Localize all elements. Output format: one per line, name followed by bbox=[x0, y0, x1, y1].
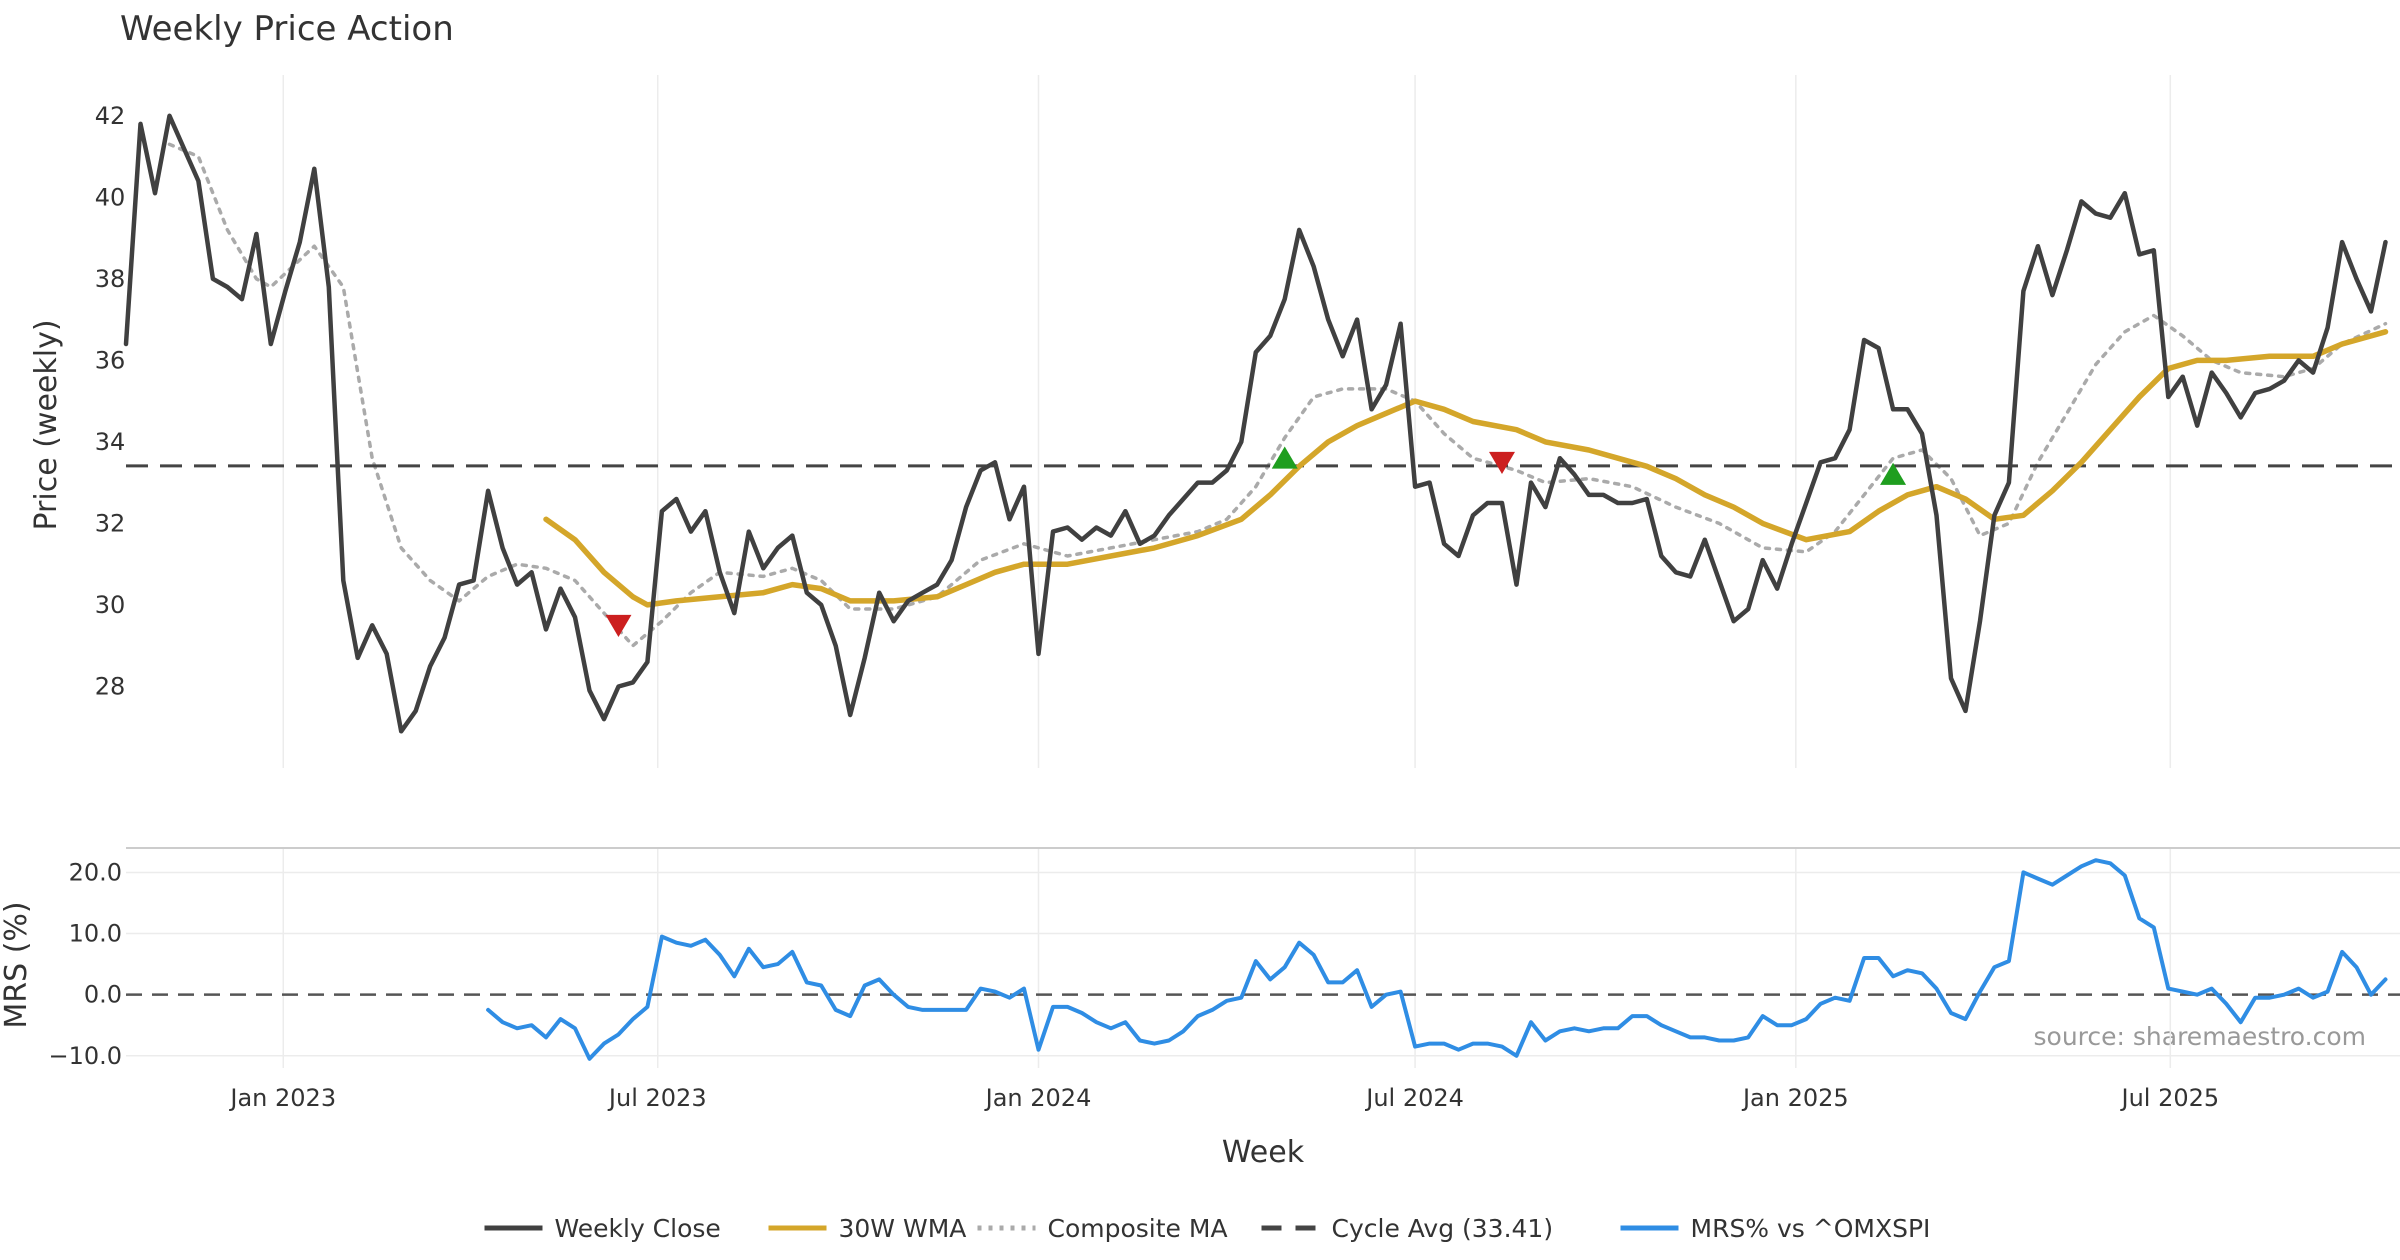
price-y-tick-label: 32 bbox=[95, 509, 126, 537]
x-axis-label: Week bbox=[1222, 1135, 1305, 1170]
mrs-y-tick-label: 0.0 bbox=[84, 981, 122, 1009]
legend-label-weekly-close: Weekly Close bbox=[555, 1214, 721, 1243]
price-y-tick-label: 36 bbox=[95, 346, 126, 374]
mrs-panel: −10.0 0.0 10.0 20.0 bbox=[48, 847, 2400, 1070]
mrs-y-tick-label: 20.0 bbox=[69, 858, 122, 886]
price-y-tick-label: 34 bbox=[95, 428, 126, 456]
mrs-y-tick-label: 10.0 bbox=[69, 920, 122, 948]
price-y-tick-label: 28 bbox=[95, 672, 126, 700]
price-panel: 28 30 32 34 36 38 40 42 bbox=[95, 102, 2400, 734]
legend-label-cycle-avg-33-41: Cycle Avg (33.41) bbox=[1332, 1214, 1554, 1243]
buy-signal-marker bbox=[1880, 462, 1907, 485]
legend-label-composite-ma: Composite MA bbox=[1048, 1214, 1228, 1243]
x-tick-label: Jan 2025 bbox=[1741, 1084, 1849, 1112]
price-y-tick-label: 42 bbox=[95, 102, 126, 130]
legend-label-30w-wma: 30W WMA bbox=[839, 1214, 967, 1243]
weekly-close-line bbox=[123, 113, 2388, 734]
price-y-tick-label: 30 bbox=[95, 591, 126, 619]
x-tick-label: Jan 2024 bbox=[984, 1084, 1092, 1112]
mrs-series-line bbox=[486, 858, 2388, 1061]
chart-title: Weekly Price Action bbox=[120, 9, 454, 49]
30w-wma-line bbox=[543, 329, 2389, 608]
x-tick-label: Jul 2023 bbox=[607, 1084, 707, 1112]
price-y-tick-label: 40 bbox=[95, 183, 126, 211]
x-axis-ticks: Jan 2023 Jul 2023 Jan 2024 Jul 2024 Jan 2025… bbox=[228, 1084, 2219, 1112]
mrs-y-tick-label: −10.0 bbox=[48, 1042, 122, 1070]
x-tick-label: Jul 2024 bbox=[1364, 1084, 1464, 1112]
legend-label-mrs-vs-omxspi: MRS% vs ^OMXSPI bbox=[1691, 1214, 1931, 1243]
grid-layer bbox=[282, 75, 2172, 1068]
source-watermark: source: sharemaestro.com bbox=[2034, 1022, 2367, 1051]
sell-signal-marker bbox=[605, 614, 632, 638]
x-tick-label: Jul 2025 bbox=[2119, 1084, 2219, 1112]
composite-ma-line bbox=[167, 142, 2388, 648]
price-y-axis-label: Price (weekly) bbox=[29, 319, 64, 530]
sell-signal-marker bbox=[1488, 451, 1515, 474]
buy-signal-marker bbox=[1271, 446, 1298, 469]
x-tick-label: Jan 2023 bbox=[228, 1084, 336, 1112]
legend: Weekly Close 30W WMA Composite MA Cycle Avg… bbox=[484, 1214, 1931, 1243]
price-y-tick-label: 38 bbox=[95, 265, 126, 293]
mrs-y-axis-label: MRS (%) bbox=[0, 901, 34, 1028]
